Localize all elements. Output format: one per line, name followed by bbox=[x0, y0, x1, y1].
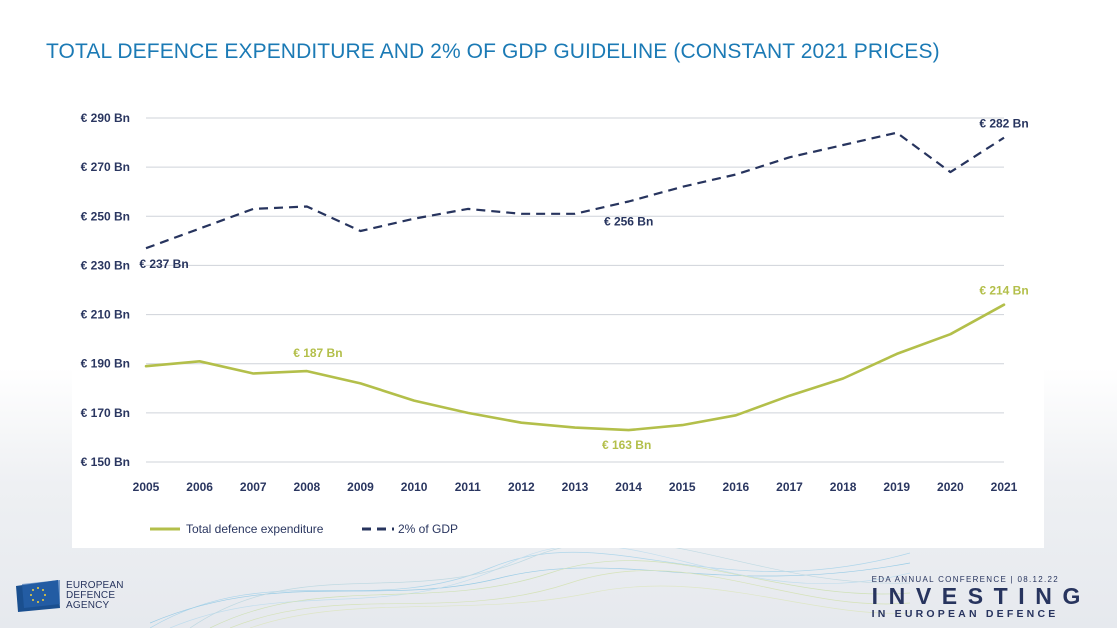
y-tick-label: € 270 Bn bbox=[81, 160, 130, 174]
x-tick-label: 2005 bbox=[133, 480, 160, 494]
conference-branding: EDA ANNUAL CONFERENCE | 08.12.22 INVESTI… bbox=[872, 575, 1091, 620]
page-title: TOTAL DEFENCE EXPENDITURE AND 2% OF GDP … bbox=[46, 40, 940, 63]
y-tick-label: € 150 Bn bbox=[81, 455, 130, 469]
legend-label-total-defence: Total defence expenditure bbox=[186, 522, 324, 536]
y-tick-label: € 210 Bn bbox=[81, 308, 130, 322]
x-tick-label: 2012 bbox=[508, 480, 535, 494]
european-defence-wordmark: IN EUROPEAN DEFENCE bbox=[871, 608, 1059, 620]
x-tick-label: 2018 bbox=[830, 480, 857, 494]
data-label: € 237 Bn bbox=[139, 257, 188, 271]
eda-logo-text: EUROPEAN DEFENCE AGENCY bbox=[66, 580, 124, 611]
x-tick-label: 2010 bbox=[401, 480, 428, 494]
data-label: € 163 Bn bbox=[602, 438, 651, 452]
x-tick-label: 2009 bbox=[347, 480, 374, 494]
investing-wordmark: INVESTING bbox=[871, 583, 1091, 609]
x-tick-label: 2008 bbox=[294, 480, 321, 494]
x-tick-label: 2014 bbox=[615, 480, 642, 494]
x-tick-label: 2016 bbox=[723, 480, 750, 494]
data-label: € 214 Bn bbox=[979, 284, 1028, 298]
eu-flag-icon bbox=[16, 580, 60, 612]
data-label: € 282 Bn bbox=[979, 117, 1028, 131]
series-line-total-defence bbox=[144, 303, 1006, 432]
x-tick-label: 2006 bbox=[186, 480, 213, 494]
eda-logo: EUROPEAN DEFENCE AGENCY bbox=[16, 580, 124, 612]
conference-date: EDA ANNUAL CONFERENCE | 08.12.22 bbox=[871, 575, 1060, 584]
data-label: € 187 Bn bbox=[293, 346, 342, 360]
x-tick-label: 2007 bbox=[240, 480, 267, 494]
chart-panel: € 150 Bn € 170 Bn € 190 Bn € 210 Bn € 230 Bn… bbox=[72, 96, 1044, 548]
x-tick-label: 2011 bbox=[455, 480, 481, 494]
y-tick-label: € 230 Bn bbox=[81, 258, 130, 272]
decorative-wave-pattern bbox=[150, 548, 910, 628]
y-tick-label: € 190 Bn bbox=[81, 357, 130, 371]
x-tick-label: 2015 bbox=[669, 480, 696, 494]
y-tick-label: € 290 Bn bbox=[81, 111, 130, 125]
y-tick-label: € 250 Bn bbox=[81, 209, 130, 223]
x-tick-label: 2020 bbox=[937, 480, 964, 494]
data-label: € 256 Bn bbox=[604, 215, 653, 229]
x-tick-label: 2013 bbox=[562, 480, 589, 494]
x-tick-label: 2019 bbox=[883, 480, 910, 494]
y-tick-label: € 170 Bn bbox=[81, 406, 130, 420]
line-chart: € 150 Bn € 170 Bn € 190 Bn € 210 Bn € 230 Bn… bbox=[81, 111, 1029, 536]
x-tick-label: 2017 bbox=[776, 480, 803, 494]
series-line-gdp-guideline bbox=[145, 131, 1005, 250]
legend-label-gdp-guideline: 2% of GDP bbox=[398, 522, 458, 536]
x-tick-label: 2021 bbox=[991, 480, 1018, 494]
